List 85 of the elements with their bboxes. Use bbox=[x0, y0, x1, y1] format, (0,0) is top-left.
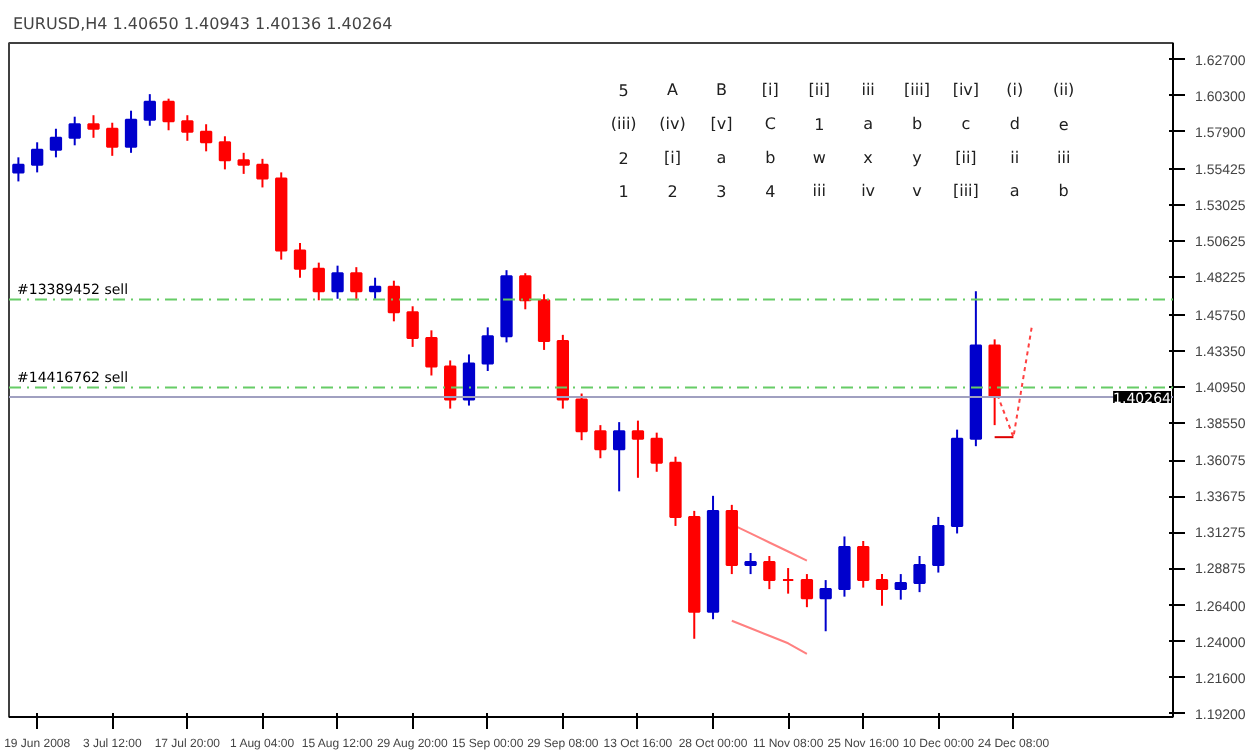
candlestick bbox=[312, 261, 325, 302]
annotation: a bbox=[716, 148, 727, 167]
candlestick bbox=[537, 293, 551, 351]
annotation: 5 bbox=[618, 82, 629, 101]
candlestick bbox=[462, 353, 476, 407]
candlestick bbox=[875, 573, 889, 607]
candlestick bbox=[181, 114, 194, 142]
candlestick bbox=[594, 424, 607, 460]
annotation: ii bbox=[1010, 148, 1020, 167]
annotation: b bbox=[765, 148, 776, 167]
annotation: a bbox=[1009, 182, 1020, 201]
annotation: a bbox=[863, 114, 874, 133]
candlestick bbox=[857, 539, 870, 589]
candlestick bbox=[106, 121, 119, 157]
candlestick bbox=[481, 326, 494, 372]
annotation: b bbox=[911, 114, 923, 133]
candlestick bbox=[368, 276, 382, 300]
candlestick bbox=[575, 392, 588, 442]
annotation: iii bbox=[861, 81, 875, 100]
candlestick bbox=[68, 115, 81, 147]
candlestick bbox=[650, 431, 663, 473]
candlestick bbox=[819, 579, 832, 633]
annotation: 2 bbox=[618, 149, 629, 168]
annotation: 4 bbox=[765, 183, 776, 202]
candlestick bbox=[162, 97, 175, 132]
candlestick bbox=[143, 93, 156, 127]
annotation: iii bbox=[1056, 148, 1071, 167]
candlestick bbox=[781, 567, 795, 595]
annotation: 3 bbox=[716, 183, 727, 202]
candlestick bbox=[256, 157, 269, 189]
candlestick bbox=[387, 279, 401, 323]
candlestick bbox=[293, 242, 307, 279]
candlestick bbox=[894, 573, 907, 601]
candlestick bbox=[613, 421, 626, 493]
annotation: A bbox=[667, 81, 680, 100]
candlestick bbox=[331, 264, 344, 300]
annotation: (iii) bbox=[610, 114, 637, 133]
candlestick bbox=[199, 123, 213, 153]
candlestick bbox=[519, 272, 532, 311]
annotation: [iii] bbox=[952, 182, 979, 201]
candlestick bbox=[406, 305, 419, 348]
annotation: e bbox=[1058, 115, 1069, 134]
annotation: b bbox=[1058, 182, 1069, 201]
candlestick bbox=[425, 329, 438, 377]
candlestick bbox=[49, 127, 63, 159]
annotation: x bbox=[863, 148, 874, 167]
annotation: w bbox=[812, 148, 827, 167]
annotation: y bbox=[912, 148, 923, 167]
annotation: (i) bbox=[1006, 81, 1024, 100]
candlestick bbox=[838, 535, 851, 598]
annotation: iv bbox=[861, 182, 876, 201]
annotation: 1 bbox=[814, 115, 825, 134]
annotation: c bbox=[961, 114, 971, 133]
annotation: d bbox=[1009, 114, 1020, 133]
annotation: v bbox=[912, 182, 923, 201]
candlestick bbox=[444, 359, 457, 410]
candlestick bbox=[237, 151, 250, 175]
annotation: [iv] bbox=[952, 81, 980, 100]
candlestick bbox=[800, 573, 814, 609]
candlestick bbox=[744, 552, 757, 576]
annotation: C bbox=[764, 114, 777, 133]
annotation: 2 bbox=[667, 183, 678, 202]
annotation: [v] bbox=[710, 114, 733, 133]
annotation: [ii] bbox=[955, 148, 977, 167]
candlestick bbox=[913, 555, 926, 594]
candlestick bbox=[350, 266, 363, 302]
annotation: [iii] bbox=[904, 81, 930, 100]
candlestick bbox=[31, 141, 44, 174]
candlestick bbox=[124, 109, 138, 154]
annotation: iii bbox=[812, 182, 826, 201]
candlestick bbox=[631, 419, 645, 479]
annotation: [ii] bbox=[808, 81, 830, 100]
candlestick bbox=[218, 135, 232, 171]
annotation: 1 bbox=[618, 183, 629, 202]
candlestick bbox=[87, 114, 100, 139]
annotation: [i] bbox=[664, 148, 682, 167]
chart-title: EURUSD,H4 1.40650 1.40943 1.40136 1.40264 bbox=[13, 15, 393, 33]
annotation: (iv) bbox=[659, 114, 686, 133]
candlestick bbox=[932, 515, 945, 574]
candlestick bbox=[12, 156, 25, 183]
annotation: (ii) bbox=[1052, 81, 1075, 100]
annotation: [i] bbox=[761, 81, 779, 100]
annotation: B bbox=[715, 81, 727, 100]
candlestick bbox=[763, 555, 776, 591]
line-series bbox=[730, 619, 808, 655]
